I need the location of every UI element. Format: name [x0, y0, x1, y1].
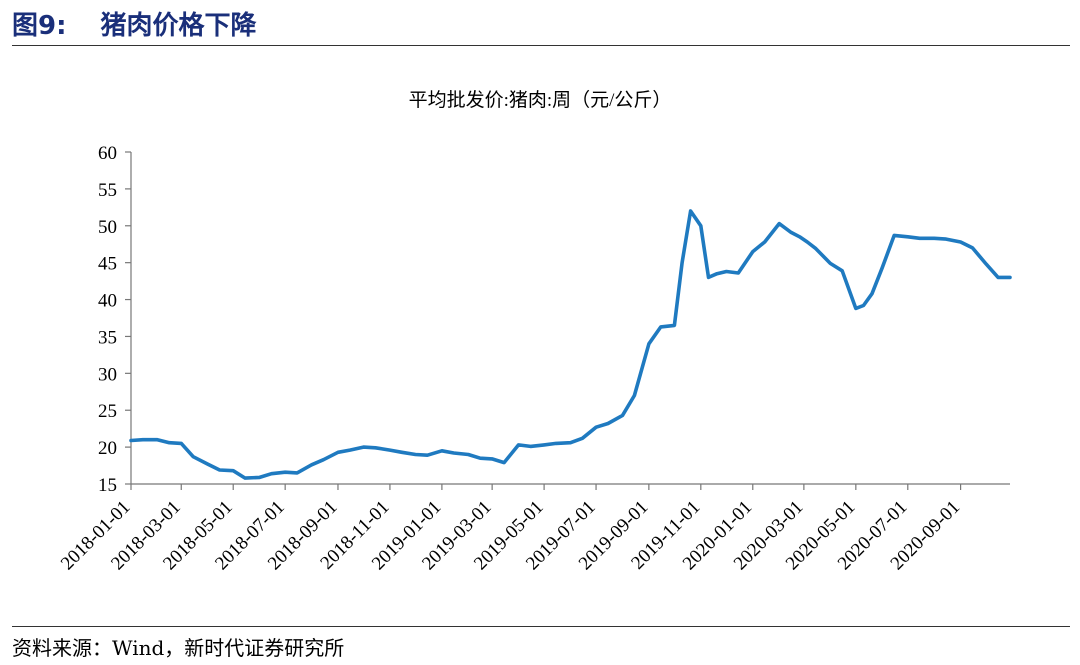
y-tick-label: 45 — [98, 254, 117, 275]
line-chart: 平均批发价:猪肉:周（元/公斤） 15202530354045505560201… — [57, 89, 1012, 574]
y-tick-label: 55 — [98, 180, 117, 201]
y-tick-label: 30 — [98, 364, 117, 385]
y-tick-label: 15 — [98, 475, 117, 496]
y-tick-label: 40 — [98, 291, 117, 312]
source-note: 资料来源：Wind，新时代证券研究所 — [12, 636, 345, 660]
header-rule — [12, 45, 1070, 46]
chart-title: 平均批发价:猪肉:周（元/公斤） — [409, 89, 672, 111]
y-tick-label: 50 — [98, 217, 117, 238]
figure-title: 猪肉价格下降 — [100, 10, 257, 41]
y-tick-label: 25 — [98, 401, 117, 422]
figure-number: 图9: — [12, 10, 67, 41]
y-tick-label: 35 — [98, 327, 117, 348]
y-tick-label: 20 — [98, 438, 117, 459]
y-tick-label: 60 — [98, 143, 117, 164]
figure-header: 图9: 猪肉价格下降 — [12, 6, 257, 41]
footer-rule — [12, 626, 1070, 627]
pork-price-line — [129, 209, 1012, 480]
